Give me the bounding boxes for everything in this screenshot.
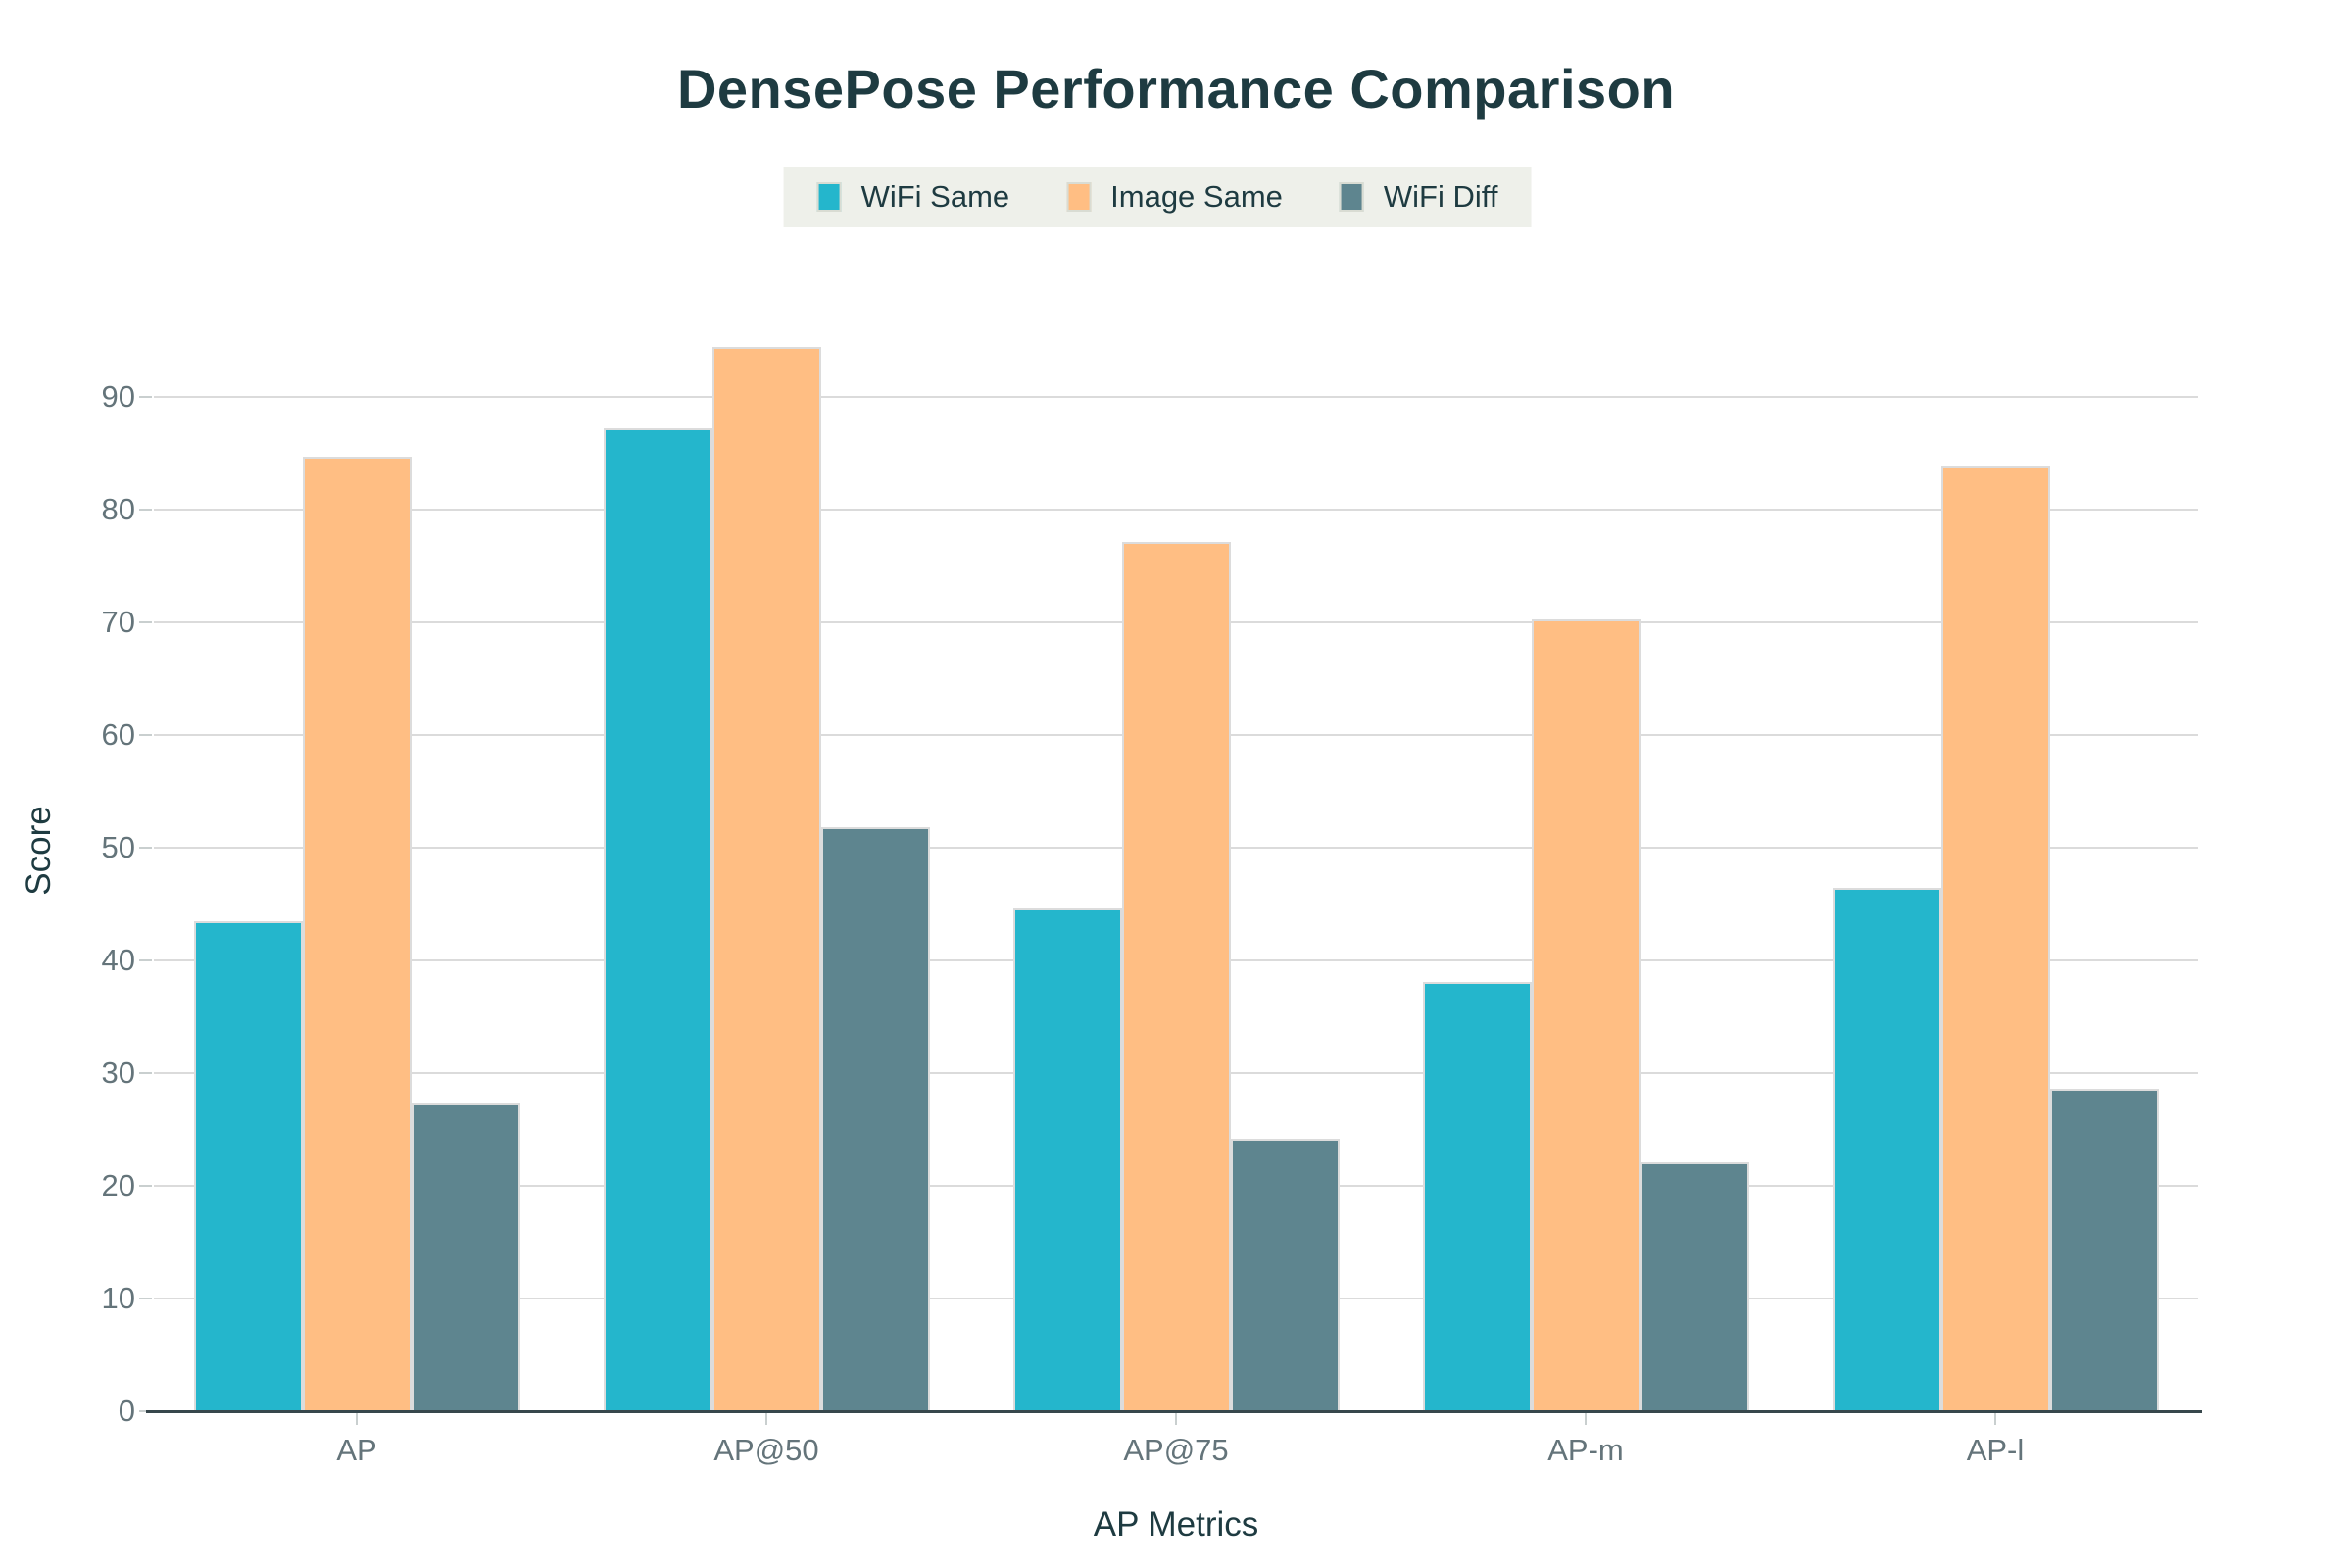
x-tick-mark [356,1412,358,1425]
legend-swatch-wifi-same-icon [816,182,842,212]
bar-wifi-same-ap@50 [603,428,712,1411]
y-tick-label: 80 [101,492,135,526]
x-tick-mark [1994,1412,1996,1425]
bar-wifi-diff-ap@75 [1230,1138,1340,1411]
x-axis-line [146,1410,2202,1413]
bar-image-same-ap-l [1940,466,2050,1411]
y-tick-mark [139,1298,152,1299]
bar-wifi-diff-ap-m [1640,1161,1749,1411]
y-tick-mark [139,621,152,623]
y-tick-mark [139,509,152,511]
legend-label: Image Same [1110,179,1283,214]
y-tick-label: 90 [101,379,135,414]
bar-wifi-same-ap-l [1832,888,1941,1411]
bar-wifi-same-ap-m [1422,981,1532,1411]
x-tick-mark [765,1412,767,1425]
bar-image-same-ap@75 [1121,542,1231,1411]
y-tick-label: 40 [101,943,135,977]
plot-area [146,294,2202,1413]
y-tick-label: 60 [101,717,135,752]
legend-item-wifi-same: WiFi Same [816,179,1010,215]
legend-swatch-wifi-diff-icon [1339,182,1364,212]
x-axis-title: AP Metrics [1093,1505,1259,1544]
y-tick-mark [139,1072,152,1074]
y-tick-mark [139,959,152,961]
y-tick-mark [139,1185,152,1187]
gridline [154,396,2198,398]
y-tick-mark [139,1410,152,1412]
x-tick-mark [1175,1412,1177,1425]
x-tick-label: AP@50 [713,1433,819,1467]
bar-wifi-diff-ap [411,1103,520,1411]
bar-wifi-diff-ap@50 [820,827,930,1411]
y-tick-label: 70 [101,605,135,639]
y-tick-label: 10 [101,1281,135,1315]
legend-label: WiFi Same [860,179,1010,214]
y-tick-mark [139,396,152,398]
x-tick-label: AP-m [1547,1433,1624,1467]
y-tick-label: 30 [101,1055,135,1090]
y-tick-label: 20 [101,1168,135,1202]
legend: WiFi Same Image Same WiFi Diff [783,167,1532,227]
x-tick-mark [1585,1412,1587,1425]
bar-image-same-ap-m [1531,618,1641,1411]
bar-image-same-ap [302,456,412,1411]
chart-title: DensePose Performance Comparison [676,58,1676,120]
y-tick-mark [139,847,152,849]
y-tick-label: 50 [101,830,135,864]
legend-label: WiFi Diff [1383,179,1498,214]
y-tick-mark [139,734,152,736]
gridline [154,509,2198,511]
x-tick-label: AP [336,1433,377,1467]
x-tick-label: AP-l [1966,1433,2025,1467]
legend-item-image-same: Image Same [1066,179,1283,215]
x-tick-label: AP@75 [1123,1433,1229,1467]
y-tick-label: 0 [118,1394,135,1428]
bar-image-same-ap@50 [711,347,821,1411]
bar-wifi-diff-ap-l [2049,1089,2159,1411]
bar-wifi-same-ap [193,920,303,1411]
legend-item-wifi-diff: WiFi Diff [1339,179,1498,215]
bar-wifi-same-ap@75 [1012,908,1122,1411]
legend-swatch-image-same-icon [1066,182,1092,212]
